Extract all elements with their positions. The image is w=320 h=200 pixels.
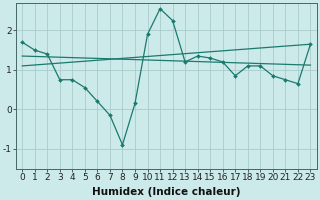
X-axis label: Humidex (Indice chaleur): Humidex (Indice chaleur) [92,187,241,197]
